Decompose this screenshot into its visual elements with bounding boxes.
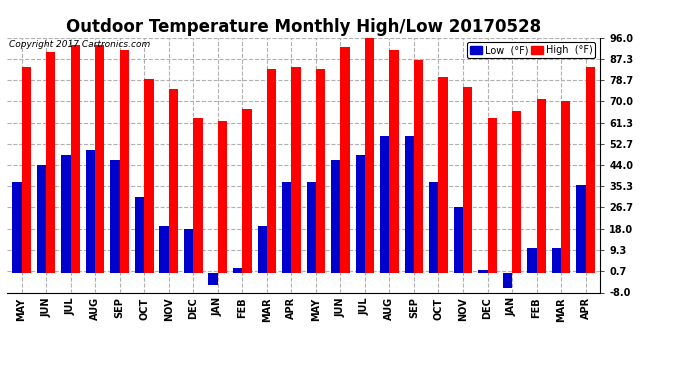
Bar [218,121,227,273]
Bar [12,182,21,273]
Bar [478,270,488,273]
Bar [135,197,144,273]
Bar [340,47,350,273]
Bar [389,50,399,273]
Bar [438,77,448,273]
Bar [414,60,423,273]
Bar [537,99,546,273]
Title: Outdoor Temperature Monthly High/Low 20170528: Outdoor Temperature Monthly High/Low 201… [66,18,541,36]
Bar [306,182,316,273]
Bar [404,136,414,273]
Bar [95,45,104,273]
Bar [291,67,301,273]
Bar [576,184,586,273]
Bar [429,182,438,273]
Bar [316,69,325,273]
Bar [110,160,119,273]
Bar [193,118,203,273]
Bar [70,45,80,273]
Bar [453,207,463,273]
Bar [144,79,154,273]
Bar [86,150,95,273]
Bar [119,50,129,273]
Legend: Low  (°F), High  (°F): Low (°F), High (°F) [467,42,595,58]
Bar [527,248,537,273]
Bar [46,52,55,273]
Bar [463,87,472,273]
Bar [184,229,193,273]
Bar [586,67,595,273]
Bar [552,248,561,273]
Bar [380,136,389,273]
Bar [267,69,276,273]
Bar [61,155,70,273]
Bar [21,67,31,273]
Bar [242,109,252,273]
Bar [503,273,512,288]
Bar [208,273,218,285]
Bar [561,101,571,273]
Bar [159,226,169,273]
Bar [169,89,178,273]
Bar [257,226,267,273]
Bar [233,268,242,273]
Bar [365,38,374,273]
Bar [512,111,522,273]
Bar [282,182,291,273]
Bar [37,165,46,273]
Bar [488,118,497,273]
Text: Copyright 2017 Cartronics.com: Copyright 2017 Cartronics.com [10,40,150,49]
Bar [355,155,365,273]
Bar [331,160,340,273]
